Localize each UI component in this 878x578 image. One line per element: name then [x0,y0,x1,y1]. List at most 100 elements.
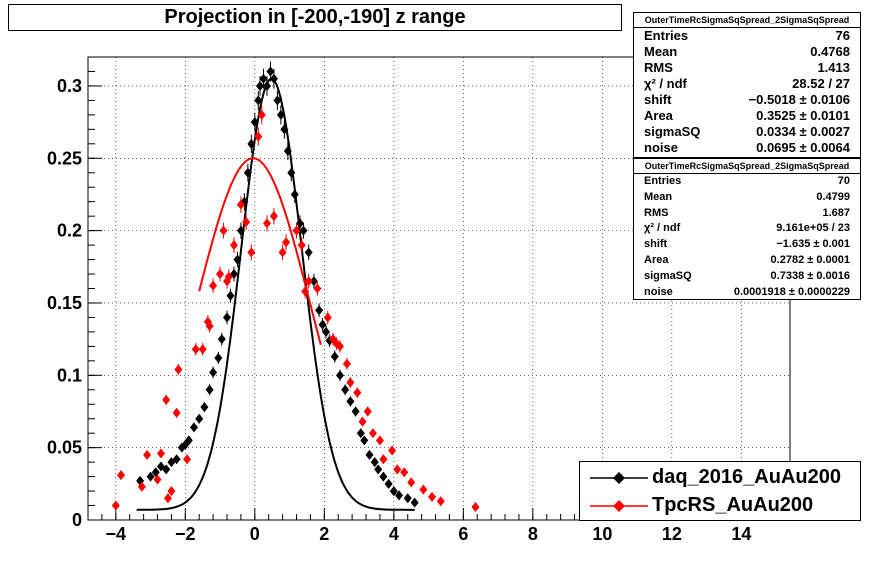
data-marker [137,481,146,492]
data-marker [360,435,369,446]
daq-point [205,384,214,396]
daq-point [233,251,242,268]
daq-point [379,471,388,482]
tpcrs-point [163,493,172,504]
data-marker [151,467,160,478]
plot-title-box: Projection in [-200,-190] z range [8,4,622,31]
stats-label: Area [644,108,673,123]
tpcrs-point [335,340,344,353]
stats-row: RMS 1.687 [634,206,860,222]
stats-value: 0.2782 ± 0.0001 [770,253,850,266]
daq-point [335,369,344,382]
tpcrs-point [313,281,322,296]
data-marker [183,454,192,465]
data-marker [393,464,402,475]
stats-label: shift [644,238,668,251]
tpcrs-point [162,394,171,406]
data-marker [184,435,193,446]
daq-point [273,90,282,111]
data-marker [389,486,398,497]
data-marker [262,80,271,91]
daq-point [162,464,171,475]
tpcrs-point [254,127,263,146]
y-tick-label: 0 [72,510,82,530]
stats-value: −0.5018 ± 0.0106 [748,92,850,107]
data-marker [287,167,296,178]
tpcrs-point [407,477,416,488]
data-marker [191,344,200,355]
data-marker [384,478,393,489]
tpcrs-point [172,407,181,418]
x-tick-label: −2 [175,524,196,544]
tpcrs-point [323,310,332,325]
tpcrs-point [198,343,207,356]
x-tick-label: 12 [662,524,682,544]
stats-row: Mean 0.4799 [634,190,860,206]
data-marker [224,271,233,282]
daq-point [365,449,374,460]
stats-value: 1.413 [817,60,850,75]
tpcrs-point [137,481,146,492]
data-marker [250,117,259,128]
data-marker [217,334,226,345]
y-tick-label: 0.25 [47,148,82,168]
tpcrs-point [143,449,152,460]
daq-point [410,497,419,508]
stats-value: 0.4799 [816,190,850,203]
data-marker [226,290,235,301]
data-marker [174,364,183,375]
daq-point [290,185,299,203]
data-marker [313,283,322,294]
stats-label: noise [644,140,678,155]
data-marker [301,286,310,297]
data-marker [243,167,252,178]
tpcrs-point [262,215,271,232]
data-marker [297,240,306,251]
data-marker [163,493,172,504]
data-marker [346,396,355,407]
point-layer [111,61,480,512]
stats-value: 0.0334 ± 0.0027 [756,124,850,139]
daq-point [223,310,232,325]
data-marker [335,341,344,352]
stats-value: 28.52 / 27 [792,76,850,91]
tpcrs-point [269,207,278,225]
data-marker [167,486,176,497]
fit-curve [198,157,322,345]
stats-label: Area [644,253,669,266]
daq-point [195,413,204,424]
daq-point [322,325,331,339]
data-marker [256,80,265,91]
stats-row: sigmaSQ 0.0334 ± 0.0027 [634,124,860,140]
legend-label: TpcRS_AuAu200 [652,494,814,516]
daq-point [346,396,355,407]
tpcrs-point [292,222,301,239]
daq-point [184,435,193,446]
x-tick-label: 8 [528,524,538,544]
tpcrs-point [400,467,409,478]
data-marker [363,406,372,417]
stats-label: RMS [644,60,673,75]
daq-point [262,76,271,96]
tpcrs-point [229,237,238,253]
stats-value: 76 [835,28,850,43]
tpcrs-point [117,470,126,481]
daq-point [214,351,223,364]
legend-marker-icon [590,500,648,512]
data-marker [341,384,350,395]
tpcrs-point [216,266,225,282]
data-marker [117,470,126,481]
tpcrs-point [297,237,306,253]
y-tick-label: 0.3 [57,76,82,96]
stats-label: sigmaSQ [644,124,701,139]
data-marker [323,312,332,323]
daq-point [254,90,263,111]
y-tick-label: 0.05 [47,438,82,458]
data-marker [214,352,223,363]
data-marker [322,326,331,337]
data-marker [410,497,419,508]
stats-header: OuterTimeRcSigmaSqSpread_2SigmaSqSpread [634,13,860,28]
data-marker [233,254,242,265]
data-marker [292,225,301,236]
